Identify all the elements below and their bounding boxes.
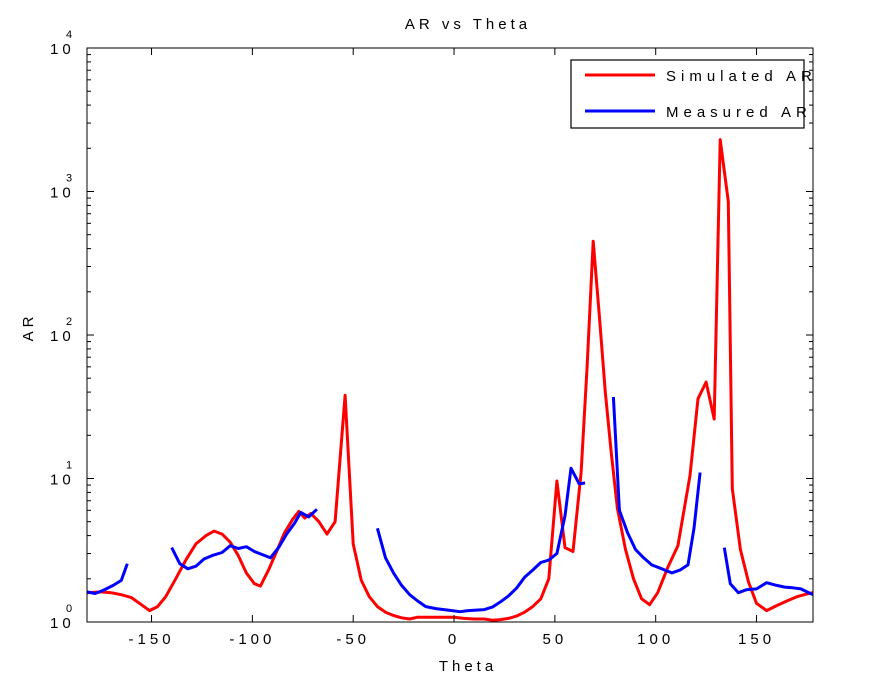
legend: Simulated AR Measured AR	[570, 59, 817, 129]
y-tick-exponent: 0	[66, 603, 72, 615]
y-tick-label: 10	[50, 472, 75, 489]
x-tick-labels: -150 -100 -50 0 50 100 150	[129, 631, 775, 648]
axes-background	[87, 48, 813, 622]
series-line-measured-ar-0	[86, 563, 129, 595]
plot-area	[86, 47, 814, 623]
chart-title: AR vs Theta	[405, 16, 531, 33]
y-tick-exponent: 2	[66, 316, 72, 328]
y-tick-label: 10	[50, 328, 75, 345]
x-tick-label: 150	[738, 631, 775, 648]
series-line-simulated-ar-0	[86, 138, 814, 622]
x-axis-label: Theta	[439, 658, 497, 675]
x-tick-label: -150	[129, 631, 175, 648]
series-layer	[86, 138, 814, 622]
x-tick-label: 50	[543, 631, 568, 648]
series-line-measured-ar-1	[170, 508, 318, 571]
y-tick-label: 10	[50, 185, 75, 202]
y-tick-exponent: 3	[66, 173, 72, 185]
x-tick-label: -50	[336, 631, 370, 648]
series-line-measured-ar-2	[375, 466, 586, 614]
y-tick-exponent: 1	[66, 460, 72, 472]
legend-label-simulated: Simulated AR	[666, 68, 817, 85]
y-tick-exponent: 4	[66, 29, 72, 41]
tick-marks	[87, 47, 813, 623]
series-line-measured-ar-3	[611, 396, 702, 575]
axes-frame	[86, 47, 814, 623]
series-line-measured-ar-4	[722, 547, 814, 597]
y-tick-label: 10	[50, 41, 75, 58]
x-tick-label: 0	[448, 631, 460, 648]
y-axis-label: AR	[20, 313, 37, 342]
legend-box	[570, 59, 805, 129]
x-tick-label: 100	[637, 631, 674, 648]
y-tick-label: 10	[50, 615, 75, 632]
legend-label-measured: Measured AR	[666, 104, 812, 121]
x-tick-label: -100	[229, 631, 275, 648]
